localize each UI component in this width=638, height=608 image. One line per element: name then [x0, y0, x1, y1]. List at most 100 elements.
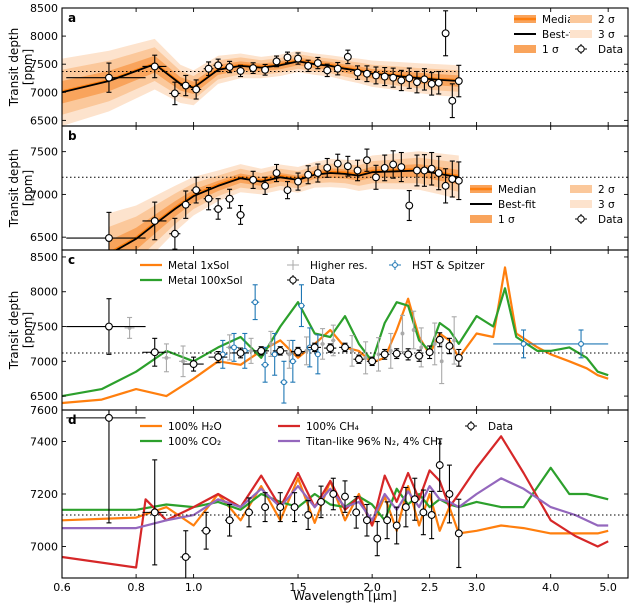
- higher-res-point-16: [418, 327, 424, 368]
- data-point-marker: [427, 79, 436, 88]
- data-point-marker: [236, 66, 245, 75]
- data-point-19: [445, 337, 454, 355]
- higher-res-point-14: [399, 314, 405, 353]
- higher-res-point-marker: [363, 355, 368, 360]
- data-point-5: [244, 497, 254, 528]
- hst-spitzer-point-marker: [520, 340, 527, 347]
- data-point-19: [353, 159, 362, 182]
- higher-res-point-4: [247, 337, 255, 364]
- data-point-9: [324, 343, 337, 353]
- plot-area: [62, 266, 628, 405]
- y-tick-label: 7500: [30, 146, 58, 159]
- data-point-20: [454, 348, 463, 367]
- data-point-marker: [372, 71, 380, 80]
- legend-label: HST & Spitzer: [412, 260, 485, 272]
- higher-res-point-marker: [331, 338, 336, 343]
- data-point-marker: [257, 346, 266, 355]
- y-tick-label: 8500: [30, 251, 58, 264]
- data-point-marker: [441, 29, 450, 38]
- data-point-14: [304, 59, 313, 73]
- data-point-20: [362, 148, 371, 172]
- data-point-marker: [105, 413, 113, 422]
- data-point-6: [213, 198, 223, 220]
- data-point-marker: [294, 347, 302, 356]
- data-point-marker: [245, 508, 253, 517]
- data-point-marker: [333, 159, 342, 168]
- higher-res-point-2: [179, 345, 188, 378]
- data-point-marker: [313, 169, 322, 177]
- data-point-6: [261, 492, 270, 523]
- y-tick-label: 6500: [30, 231, 58, 244]
- legend-label: Metal 1xSol: [168, 260, 229, 272]
- data-point-7: [276, 492, 285, 523]
- data-point-marker: [272, 57, 281, 66]
- hst-spitzer-point-4: [261, 346, 269, 383]
- data-point-marker: [420, 166, 429, 175]
- y-tick-label: 7600: [30, 404, 58, 417]
- data-point-marker: [380, 72, 389, 81]
- legend-label: 3 σ: [598, 199, 615, 211]
- legend-swatch: [289, 276, 297, 284]
- model-series-2: [62, 435, 609, 569]
- y-tick-label: 7400: [30, 436, 58, 449]
- data-point-11: [353, 354, 365, 364]
- data-point-14: [304, 165, 313, 185]
- data-point-marker: [368, 357, 377, 366]
- data-point-marker: [434, 78, 443, 87]
- legend-label: 2 σ: [598, 184, 615, 196]
- higher-res-point-19: [451, 316, 457, 365]
- data-point-marker: [397, 76, 406, 85]
- legend-swatch: [570, 15, 592, 23]
- data-point-marker: [380, 163, 389, 172]
- data-point-marker: [445, 490, 454, 498]
- data-point-marker: [294, 54, 302, 63]
- data-point-marker: [276, 346, 285, 355]
- data-point-2: [169, 217, 181, 250]
- data-point-29: [434, 70, 443, 95]
- data-point-marker: [272, 169, 281, 177]
- legend-swatch: [570, 30, 592, 38]
- higher-res-point-15: [411, 310, 417, 350]
- data-point-marker: [261, 503, 270, 512]
- data-point-8: [236, 204, 245, 225]
- legend-swatch: [577, 215, 585, 223]
- higher-res-point-17: [432, 322, 438, 366]
- legend: 100% H₂O 100% CH₄ Data 100% CO₂ Titan-like 9…: [140, 421, 513, 448]
- legend-label: Metal 100xSol: [168, 275, 243, 287]
- data-point-marker: [225, 194, 234, 203]
- legend-label: 1 σ: [498, 214, 515, 226]
- data-point-16: [323, 63, 332, 78]
- data-point-20: [362, 65, 371, 83]
- x-tick-label: 0.6: [53, 581, 71, 594]
- higher-res-point-marker: [439, 359, 444, 364]
- sigma2-band: [109, 157, 459, 250]
- data-point-0: [66, 211, 146, 250]
- data-point-marker: [225, 63, 234, 71]
- y-tick-label: 7500: [30, 58, 58, 71]
- y-axis-title-line: [ppm]: [21, 170, 35, 206]
- data-point-marker: [401, 503, 410, 512]
- data-point-1: [142, 337, 167, 367]
- data-point-marker: [214, 61, 223, 70]
- panel-letter: d: [68, 413, 77, 427]
- data-point-22: [435, 438, 444, 492]
- data-point-9: [248, 62, 258, 75]
- data-point-14: [391, 348, 402, 360]
- higher-res-point-marker: [287, 352, 292, 357]
- x-tick-label: 2.5: [421, 581, 439, 594]
- data-point-marker: [204, 194, 213, 203]
- data-point-12: [283, 51, 292, 64]
- y-tick-label: 7200: [30, 488, 58, 501]
- x-tick-label: 4.0: [542, 581, 560, 594]
- legend-swatch: [570, 200, 592, 208]
- data-point-3: [201, 511, 212, 550]
- hst-spitzer-point-12: [550, 329, 609, 359]
- higher-res-point-marker: [388, 348, 393, 353]
- data-point-marker: [181, 81, 190, 90]
- higher-res-point-marker: [411, 328, 416, 332]
- legend: Median Best-fit 1 σ 2 σ 3 σ Data: [470, 184, 623, 226]
- legend-label: Data: [598, 214, 623, 226]
- data-point-23: [389, 67, 398, 88]
- legend-label: 100% CH₄: [306, 421, 359, 433]
